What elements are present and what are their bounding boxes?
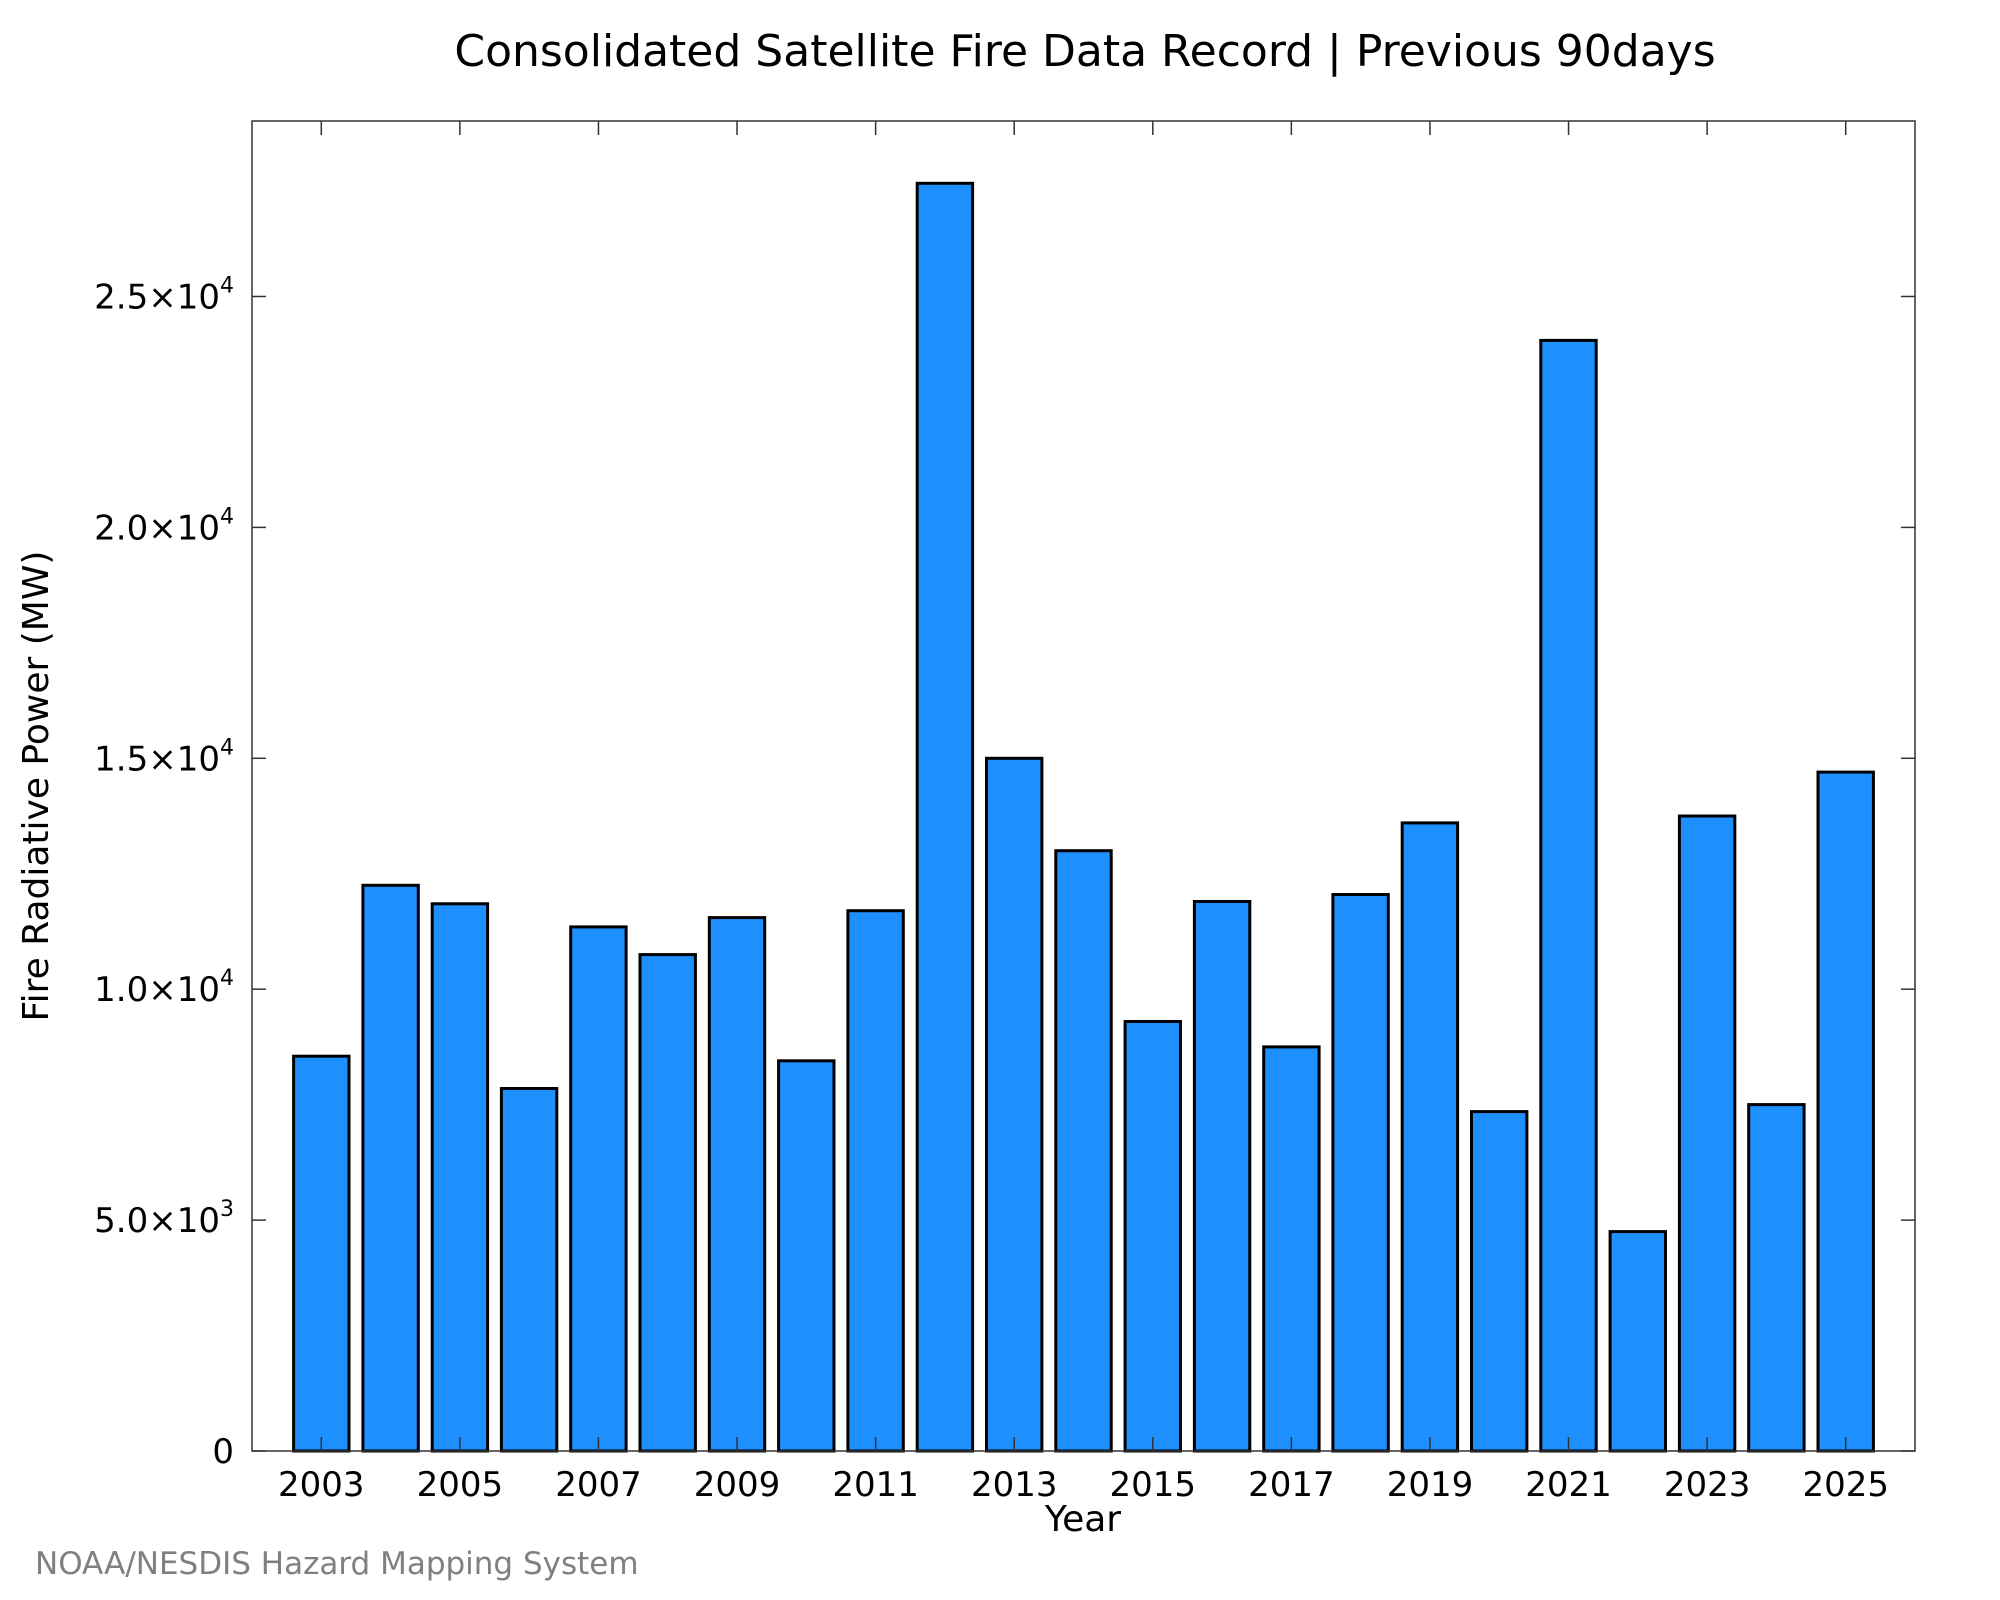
- x-axis-label: Year: [1044, 1499, 1121, 1540]
- bar-2003: [292, 1054, 351, 1453]
- bar-2015: [1123, 1020, 1182, 1453]
- bar-2016: [1192, 900, 1252, 1453]
- bar-2008: [638, 953, 697, 1453]
- x-tick-label-2011: 2011: [832, 1465, 919, 1505]
- bar-2009: [707, 916, 767, 1453]
- bar-2013: [985, 756, 1044, 1453]
- y-tick-labels: 0 5.0×103 1.0×104 1.5×104 2.0×104 2.5×104: [94, 273, 234, 1472]
- x-tick-label-2023: 2023: [1664, 1465, 1751, 1505]
- x-tick-label-2021: 2021: [1525, 1465, 1612, 1505]
- bar-2022: [1608, 1230, 1667, 1453]
- x-tick-label-2017: 2017: [1248, 1465, 1335, 1505]
- y-tick-label: 2.5×104: [94, 273, 234, 317]
- y-tick-label: 1.0×104: [94, 966, 234, 1010]
- x-tick-label-2019: 2019: [1387, 1465, 1474, 1505]
- x-tick-labels: 2003 2005 2007 2009 2011 2013 2015 2017 2019 2021…: [278, 1465, 1889, 1505]
- y-tick-label: 0: [212, 1432, 234, 1472]
- x-tick-label-2009: 2009: [694, 1465, 781, 1505]
- bar-2010: [777, 1059, 836, 1453]
- y-tick-label: 1.5×104: [94, 735, 234, 779]
- bar-2007: [569, 925, 628, 1453]
- x-tick-label-2003: 2003: [278, 1465, 365, 1505]
- bar-2020: [1470, 1110, 1529, 1453]
- y-tick-label: 2.0×104: [94, 504, 234, 548]
- y-axis-label: Fire Radiative Power (MW): [16, 551, 57, 1022]
- bar-2017: [1262, 1045, 1321, 1453]
- bar-2024: [1747, 1103, 1806, 1453]
- bar-2025: [1816, 770, 1875, 1453]
- x-tick-label-2007: 2007: [555, 1465, 642, 1505]
- bar-2019: [1400, 821, 1460, 1453]
- ticks-layer: [252, 121, 1915, 1452]
- x-tick-label-2005: 2005: [417, 1465, 504, 1505]
- bar-2021: [1539, 338, 1598, 1453]
- bar-2023: [1677, 814, 1737, 1453]
- x-tick-label-2025: 2025: [1802, 1465, 1889, 1505]
- x-tick-label-2013: 2013: [971, 1465, 1058, 1505]
- bar-2012: [915, 181, 975, 1453]
- bar-2018: [1331, 893, 1390, 1453]
- bars-layer: [292, 181, 1875, 1453]
- bar-2006: [499, 1087, 559, 1453]
- bar-2004: [361, 883, 420, 1453]
- y-tick-label: 5.0×103: [94, 1197, 234, 1241]
- bar-2005: [430, 902, 490, 1453]
- bar-2011: [846, 909, 905, 1453]
- x-tick-label-2015: 2015: [1110, 1465, 1197, 1505]
- plot-frame: [251, 120, 1916, 1452]
- chart-title: Consolidated Satellite Fire Data Record …: [454, 26, 1715, 77]
- credit-text: NOAA/NESDIS Hazard Mapping System: [35, 1546, 639, 1582]
- bar-2014: [1054, 849, 1113, 1453]
